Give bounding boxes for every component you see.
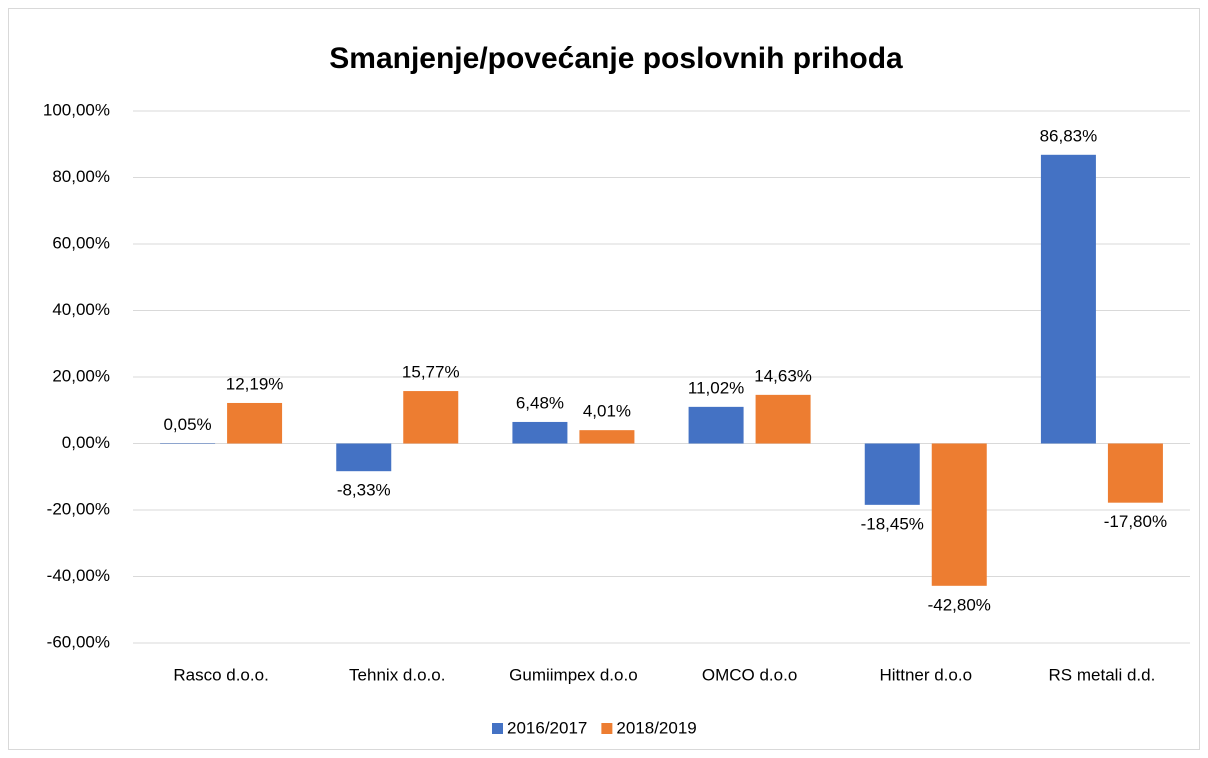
x-tick-label: Gumiimpex d.o.o — [509, 665, 638, 684]
data-label: 12,19% — [226, 374, 284, 393]
bar — [336, 443, 392, 472]
bar — [579, 430, 635, 444]
x-tick-label: Tehnix d.o.o. — [349, 665, 445, 684]
x-tick-label: Rasco d.o.o. — [173, 665, 268, 684]
y-tick-label: 0,00% — [62, 433, 110, 452]
data-label: -8,33% — [337, 481, 391, 500]
data-label: 14,63% — [754, 366, 812, 385]
bar — [403, 391, 459, 444]
y-tick-label: 20,00% — [52, 366, 110, 385]
data-label: -17,80% — [1104, 512, 1167, 531]
bar — [227, 402, 283, 444]
legend-label: 2016/2017 — [507, 718, 587, 737]
y-tick-label: 100,00% — [43, 100, 110, 119]
y-tick-label: 80,00% — [52, 167, 110, 186]
y-tick-label: -20,00% — [47, 499, 110, 518]
bar — [1040, 154, 1096, 444]
y-tick-label: 60,00% — [52, 233, 110, 252]
data-label: 0,05% — [163, 415, 211, 434]
y-tick-label: -60,00% — [47, 632, 110, 651]
data-label: -42,80% — [928, 595, 991, 614]
x-tick-label: Hittner d.o.o — [879, 665, 972, 684]
data-label: 6,48% — [516, 393, 564, 412]
data-label: 11,02% — [688, 378, 744, 397]
bar — [864, 443, 920, 505]
bar — [1107, 443, 1163, 503]
legend-swatch — [601, 723, 613, 734]
data-label: -18,45% — [861, 514, 924, 533]
bar — [512, 421, 568, 444]
legend-swatch — [492, 723, 503, 734]
bar — [688, 406, 744, 444]
data-label: 86,83% — [1040, 126, 1098, 145]
y-tick-label: -40,00% — [47, 566, 110, 585]
data-label: 4,01% — [583, 402, 631, 421]
bar — [931, 443, 987, 586]
bar — [755, 394, 811, 444]
x-tick-label: RS metali d.d. — [1049, 665, 1156, 684]
legend-label: 2018/2019 — [616, 718, 696, 737]
chart-title: Smanjenje/povećanje poslovnih prihoda — [329, 42, 903, 75]
chart-frame — [8, 8, 1200, 750]
y-tick-label: 40,00% — [52, 300, 110, 319]
data-label: 15,77% — [402, 363, 460, 382]
x-tick-label: OMCO d.o.o — [702, 665, 797, 684]
bar — [160, 443, 216, 444]
